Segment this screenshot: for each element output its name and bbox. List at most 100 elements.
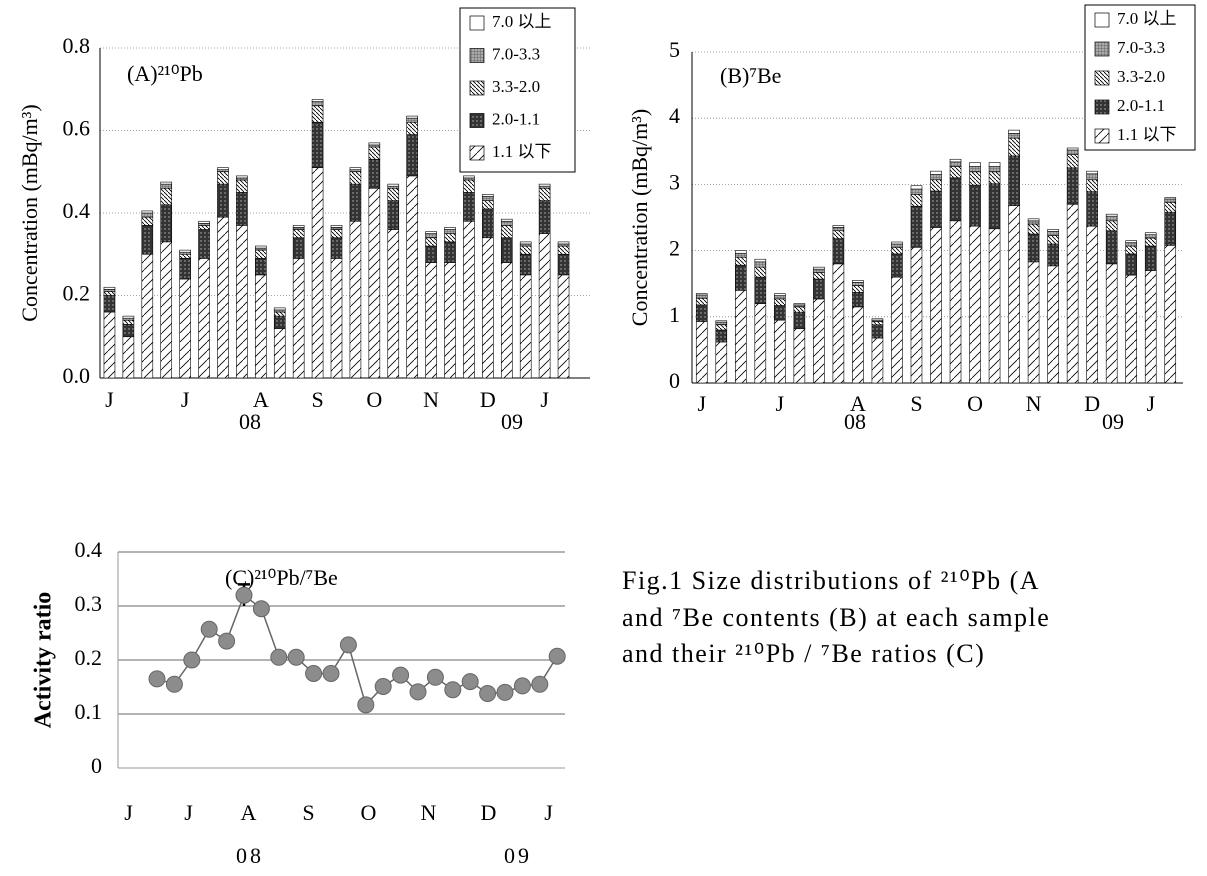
bar-segment <box>273 309 286 313</box>
bar-segment <box>754 261 767 268</box>
bar-segment <box>482 208 494 239</box>
bar-segment <box>988 166 1001 173</box>
legend-label: 1.1 以下 <box>1117 125 1177 144</box>
x-tick-label: A <box>850 391 866 416</box>
bar-segment <box>217 171 229 185</box>
bar-segment <box>774 298 786 306</box>
bar-segment <box>910 188 923 195</box>
bar-segment <box>273 315 286 329</box>
bar-segment <box>292 258 305 379</box>
bar-segment <box>734 264 747 291</box>
bar-segment <box>949 161 962 167</box>
bar-segment <box>255 274 267 379</box>
y-tick-label: 4 <box>669 103 680 128</box>
bar-segment <box>387 229 400 379</box>
bar-segment <box>311 101 324 107</box>
line <box>156 593 558 707</box>
bar-segment <box>311 99 324 102</box>
x-tick-label: J <box>124 800 136 825</box>
bar-segment <box>482 194 494 197</box>
bar-segment <box>160 183 173 189</box>
bar-segment <box>160 241 173 379</box>
bar-segment <box>1047 229 1059 232</box>
bar-segment <box>311 121 324 168</box>
bar-segment <box>1066 147 1079 151</box>
bar-segment <box>695 304 708 322</box>
bar-segment <box>1105 215 1118 222</box>
marker <box>392 666 410 684</box>
bar-segment <box>236 192 248 226</box>
bar-segment <box>969 171 981 186</box>
bar-segment <box>1125 253 1137 276</box>
bar-segment <box>910 205 923 248</box>
bar-segment <box>793 328 806 384</box>
bar-segment <box>103 295 116 313</box>
bar-segment <box>557 274 570 379</box>
bar-segment <box>368 144 381 148</box>
bar-segment <box>1027 261 1040 384</box>
bar-segment <box>179 278 191 379</box>
legend-swatch <box>1094 41 1110 57</box>
y-tick-label: 0 <box>669 368 680 393</box>
bar-segment <box>1144 270 1157 384</box>
bar-segment <box>538 187 551 201</box>
marker <box>426 668 444 686</box>
bar-segment <box>217 183 229 218</box>
bar-segment <box>1027 218 1040 222</box>
bar-segment <box>1047 231 1059 236</box>
bar-segment <box>198 225 210 230</box>
marker <box>339 636 357 654</box>
y-axis-label: Activity ratio <box>31 592 57 729</box>
bar-segment <box>832 238 845 265</box>
x-group-label: 09 <box>501 409 523 434</box>
marker <box>548 647 566 665</box>
bar-segment <box>910 194 923 207</box>
marker <box>531 675 549 693</box>
x-group-label: 09 <box>504 843 532 868</box>
bar-segment <box>852 285 864 293</box>
bar-segment <box>557 245 570 255</box>
x-tick-label: J <box>105 387 114 412</box>
legend-label: 3.3-2.0 <box>492 77 540 96</box>
bar-segment <box>734 290 747 384</box>
x-tick-label: J <box>184 800 196 825</box>
bar-segment <box>1105 213 1118 217</box>
bar-segment <box>949 166 962 179</box>
bar-segment <box>292 237 305 259</box>
bar-segment <box>236 175 248 179</box>
bar-segment <box>930 190 942 228</box>
bar-segment <box>852 306 864 384</box>
chart-title: (A)²¹⁰Pb <box>127 61 203 86</box>
marker <box>165 675 183 693</box>
bar-segment <box>425 245 437 263</box>
x-tick-label: O <box>366 387 382 412</box>
bar-segment <box>754 258 767 263</box>
bar-segment <box>349 169 362 173</box>
bar-segment <box>1027 233 1040 263</box>
bar-segment <box>236 177 248 181</box>
bar-segment <box>715 324 728 331</box>
x-tick-label: J <box>544 800 556 825</box>
bar-segment <box>160 181 173 185</box>
y-tick-label: 2 <box>669 236 680 261</box>
bar-segment <box>774 319 786 384</box>
bar-segment <box>754 266 767 278</box>
bar-segment <box>122 319 135 325</box>
marker <box>183 651 201 669</box>
bar-segment <box>774 305 786 321</box>
bar-segment <box>519 241 532 245</box>
bar-segment <box>695 297 708 306</box>
bar-segment <box>969 162 981 167</box>
caption-line: and ⁷Be contents (B) at each sample <box>622 603 1050 632</box>
bar-segment <box>482 237 494 379</box>
bar-segment <box>330 258 343 379</box>
bar-segment <box>871 337 884 384</box>
legend-label: 7.0 以上 <box>1117 9 1177 28</box>
bar-segment <box>871 324 884 339</box>
marker <box>409 683 427 701</box>
bar-segment <box>949 158 962 163</box>
bar-segment <box>236 225 248 379</box>
marker <box>270 648 288 666</box>
bar-segment <box>1164 201 1177 213</box>
x-tick-label: J <box>697 391 706 416</box>
